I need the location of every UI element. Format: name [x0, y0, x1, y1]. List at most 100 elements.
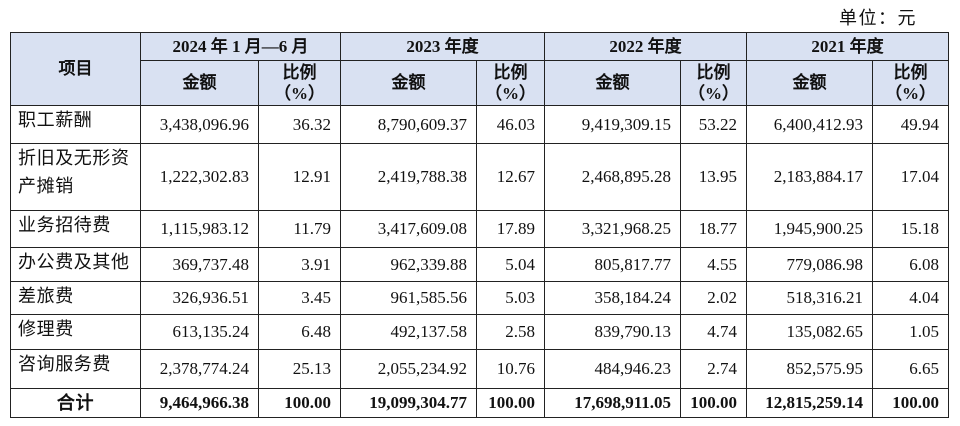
ratio-cell: 3.91 [258, 247, 341, 282]
item-cell: 办公费及其他 [10, 247, 141, 282]
ratio-cell: 6.65 [872, 349, 949, 389]
ratio-cell: 2.74 [680, 349, 747, 389]
total-ratio-cell: 100.00 [872, 388, 949, 418]
ratio-cell: 12.91 [258, 143, 341, 211]
amount-cell: 805,817.77 [544, 247, 681, 282]
item-label: 修理费 [18, 319, 74, 339]
amount-cell: 484,946.23 [544, 349, 681, 389]
ratio-cell: 17.89 [476, 210, 545, 248]
amount-cell: 8,790,609.37 [340, 105, 477, 144]
item-cell: 差旅费 [10, 281, 141, 315]
ratio-header-unit: （%） [688, 84, 739, 103]
ratio-cell: 49.94 [872, 105, 949, 144]
table-row: 差旅费 326,936.51 3.45 961,585.56 5.03 358,… [10, 281, 949, 315]
ratio-cell: 46.03 [476, 105, 545, 144]
amount-header: 金额 [746, 60, 873, 106]
period-header: 2022 年度 [544, 32, 747, 61]
ratio-header: 比例 （%） [680, 60, 747, 106]
amount-cell: 6,400,412.93 [746, 105, 873, 144]
amount-cell: 135,082.65 [746, 314, 873, 350]
total-amount-cell: 12,815,259.14 [746, 388, 873, 418]
amount-cell: 2,378,774.24 [140, 349, 259, 389]
amount-cell: 1,945,900.25 [746, 210, 873, 248]
amount-cell: 613,135.24 [140, 314, 259, 350]
ratio-cell: 25.13 [258, 349, 341, 389]
amount-cell: 2,055,234.92 [340, 349, 477, 389]
ratio-cell: 5.03 [476, 281, 545, 315]
amount-cell: 839,790.13 [544, 314, 681, 350]
ratio-cell: 6.08 [872, 247, 949, 282]
item-label: 办公费及其他 [18, 252, 130, 272]
ratio-cell: 4.55 [680, 247, 747, 282]
ratio-header-unit: （%） [274, 84, 325, 103]
total-ratio-cell: 100.00 [476, 388, 545, 418]
amount-cell: 9,419,309.15 [544, 105, 681, 144]
amount-cell: 852,575.95 [746, 349, 873, 389]
amount-cell: 3,417,609.08 [340, 210, 477, 248]
ratio-header-label: 比例 [893, 63, 928, 82]
ratio-cell: 17.04 [872, 143, 949, 211]
item-label: 差旅费 [18, 286, 74, 306]
amount-cell: 961,585.56 [340, 281, 477, 315]
ratio-cell: 18.77 [680, 210, 747, 248]
item-cell: 咨询服务费 [10, 349, 141, 389]
ratio-cell: 53.22 [680, 105, 747, 144]
amount-cell: 358,184.24 [544, 281, 681, 315]
total-amount-cell: 19,099,304.77 [340, 388, 477, 418]
amount-cell: 2,183,884.17 [746, 143, 873, 211]
table-row: 修理费 613,135.24 6.48 492,137.58 2.58 839,… [10, 314, 949, 350]
ratio-cell: 3.45 [258, 281, 341, 315]
ratio-header-unit: （%） [885, 84, 936, 103]
item-cell: 业务招待费 [10, 210, 141, 248]
ratio-header-label: 比例 [282, 63, 317, 82]
amount-cell: 779,086.98 [746, 247, 873, 282]
item-cell: 折旧及无形资产摊销 [10, 143, 141, 211]
item-label: 业务招待费 [18, 215, 111, 235]
amount-cell: 518,316.21 [746, 281, 873, 315]
period-header: 2024 年 1 月—6 月 [140, 32, 341, 61]
ratio-header: 比例 （%） [258, 60, 341, 106]
period-header: 2023 年度 [340, 32, 545, 61]
amount-header: 金额 [544, 60, 681, 106]
table-body: 职工薪酬 3,438,096.96 36.32 8,790,609.37 46.… [10, 105, 949, 418]
amount-cell: 326,936.51 [140, 281, 259, 315]
total-row: 合计 9,464,966.38 100.00 19,099,304.77 100… [10, 388, 949, 418]
ratio-cell: 13.95 [680, 143, 747, 211]
header-row-columns: 金额 比例 （%） 金额 比例 （%） 金额 比例 （%） 金额 比例 （%） [11, 60, 949, 106]
item-header: 项目 [10, 32, 141, 106]
ratio-cell: 2.02 [680, 281, 747, 315]
total-ratio-cell: 100.00 [258, 388, 341, 418]
total-amount-cell: 17,698,911.05 [544, 388, 681, 418]
total-ratio-cell: 100.00 [680, 388, 747, 418]
amount-cell: 3,438,096.96 [140, 105, 259, 144]
table-row: 职工薪酬 3,438,096.96 36.32 8,790,609.37 46.… [10, 105, 949, 144]
ratio-cell: 2.58 [476, 314, 545, 350]
item-label: 职工薪酬 [18, 110, 93, 130]
amount-cell: 1,115,983.12 [140, 210, 259, 248]
ratio-header-label: 比例 [696, 63, 731, 82]
ratio-cell: 4.74 [680, 314, 747, 350]
amount-cell: 962,339.88 [340, 247, 477, 282]
ratio-cell: 4.04 [872, 281, 949, 315]
ratio-cell: 36.32 [258, 105, 341, 144]
total-label-cell: 合计 [10, 388, 141, 418]
amount-cell: 2,468,895.28 [544, 143, 681, 211]
table-header: 项目 2024 年 1 月—6 月 2023 年度 2022 年度 2021 年… [10, 32, 949, 106]
amount-header: 金额 [140, 60, 259, 106]
ratio-cell: 12.67 [476, 143, 545, 211]
ratio-cell: 10.76 [476, 349, 545, 389]
amount-cell: 492,137.58 [340, 314, 477, 350]
unit-label: 单位：元 [839, 8, 917, 28]
ratio-header: 比例 （%） [476, 60, 545, 106]
period-header: 2021 年度 [746, 32, 949, 61]
ratio-cell: 6.48 [258, 314, 341, 350]
ratio-cell: 11.79 [258, 210, 341, 248]
ratio-header-label: 比例 [493, 63, 528, 82]
ratio-cell: 15.18 [872, 210, 949, 248]
ratio-cell: 1.05 [872, 314, 949, 350]
amount-cell: 369,737.48 [140, 247, 259, 282]
ratio-header: 比例 （%） [872, 60, 949, 106]
item-label: 咨询服务费 [18, 354, 111, 374]
expense-table: 项目 2024 年 1 月—6 月 2023 年度 2022 年度 2021 年… [10, 32, 949, 418]
item-cell: 职工薪酬 [10, 105, 141, 144]
